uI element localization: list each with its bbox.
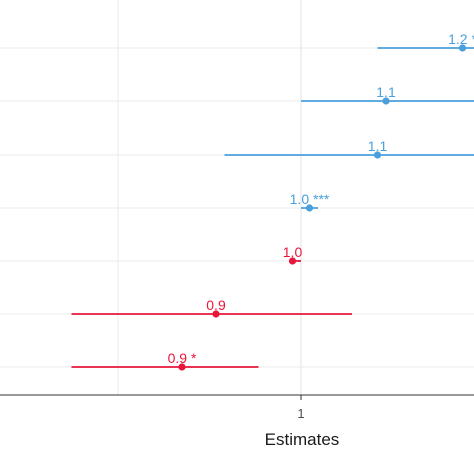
estimate-point (305, 204, 314, 212)
estimate-label: 1.1 (376, 84, 396, 100)
estimate-row: 1.1 (224, 138, 474, 159)
estimate-label: 1.1 (368, 138, 388, 154)
x-tick-label: 1 (297, 406, 304, 421)
estimate-row: 0.9 * (71, 350, 259, 371)
estimate-label: 1.0 (283, 244, 303, 260)
estimate-row: 1.0 *** (290, 191, 330, 212)
estimate-row: 0.9 (71, 297, 352, 318)
estimate-row: 1.1 (301, 84, 474, 105)
estimate-point (288, 257, 297, 265)
estimate-point (212, 310, 220, 318)
x-axis-title: Estimates (265, 430, 340, 449)
estimate-row: 1.0 (283, 244, 303, 265)
estimate-point (382, 97, 390, 105)
estimate-label: 1.0 *** (290, 191, 330, 207)
estimate-label: 0.9 * (168, 350, 197, 366)
estimate-point (458, 44, 467, 52)
estimate-label: 0.9 (206, 297, 226, 313)
marks: 1.2 * 1.1 1.1 1.0 *** 1.0 0.9 0.9 * (71, 31, 474, 371)
estimate-label: 1.2 * (448, 31, 474, 47)
estimate-row: 1.2 * (377, 31, 474, 52)
estimate-point (373, 151, 382, 159)
estimate-point (178, 363, 186, 371)
